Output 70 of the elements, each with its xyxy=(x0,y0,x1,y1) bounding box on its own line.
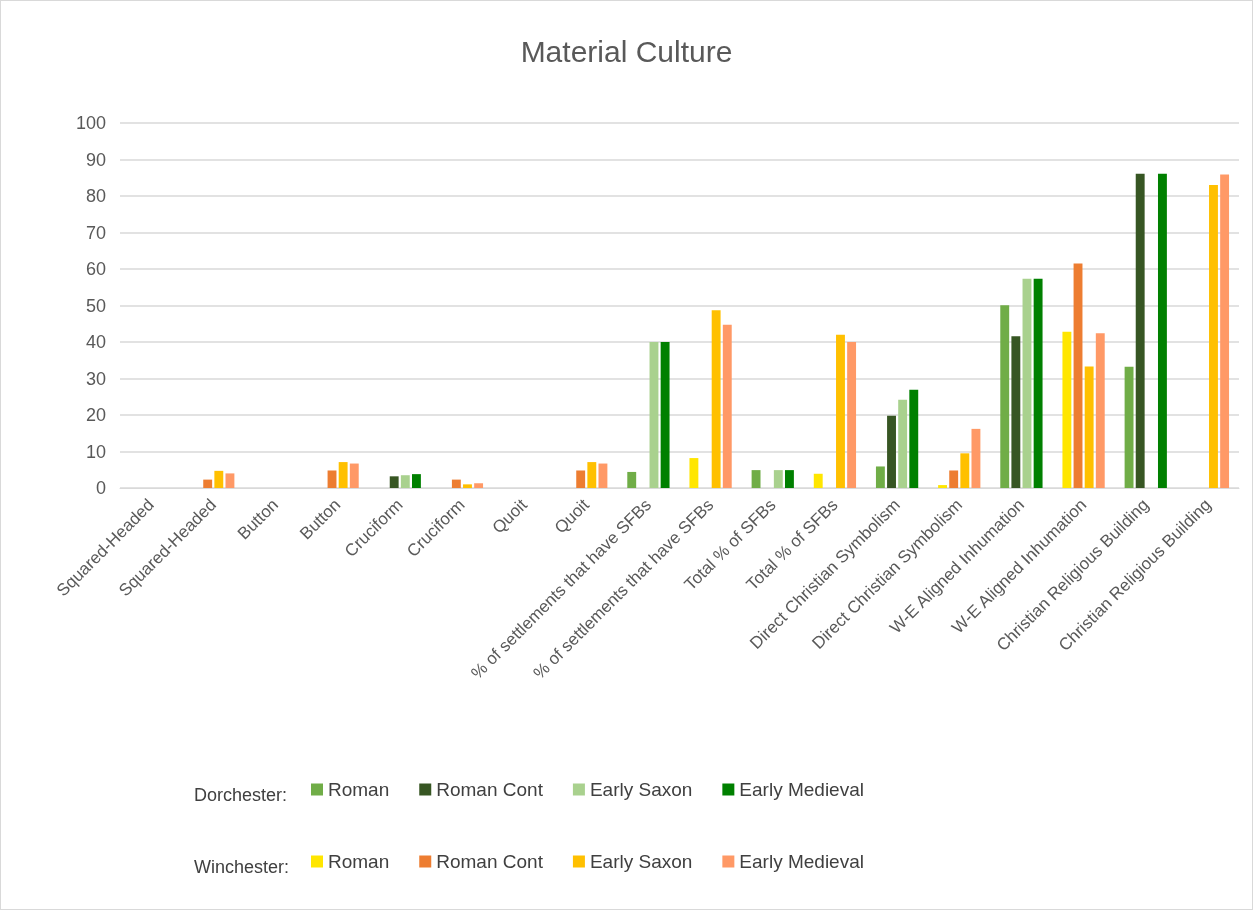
bar xyxy=(660,342,670,488)
bar xyxy=(451,479,461,488)
bar xyxy=(1084,366,1094,488)
text: Winchester: xyxy=(194,857,290,877)
bar xyxy=(214,470,224,488)
bar xyxy=(949,470,959,488)
bar xyxy=(689,458,699,488)
legend-label: Roman xyxy=(328,779,390,800)
bar xyxy=(898,399,908,488)
legend-label: Early Saxon xyxy=(589,779,693,800)
bar xyxy=(411,474,421,488)
bar xyxy=(875,466,885,488)
bar xyxy=(349,463,359,488)
legend-label: Roman xyxy=(328,851,390,872)
bar xyxy=(1095,333,1105,488)
bar xyxy=(1000,305,1010,488)
bar xyxy=(327,470,337,488)
bar xyxy=(813,473,823,488)
bar xyxy=(1124,366,1134,488)
y-tick-label: 50 xyxy=(85,295,106,316)
legend-label: Early Saxon xyxy=(589,851,693,872)
bar xyxy=(225,473,235,488)
y-tick-label: 40 xyxy=(85,332,106,352)
legend-label: Early Medieval xyxy=(739,779,864,800)
bar xyxy=(847,342,857,488)
legend-label: Early Medieval xyxy=(739,851,864,872)
y-tick-label: 100 xyxy=(75,113,106,133)
bar xyxy=(463,484,472,488)
bar xyxy=(751,470,761,488)
bar xyxy=(773,470,783,488)
bar xyxy=(598,463,608,488)
bar xyxy=(203,479,213,488)
bar xyxy=(576,470,586,488)
bar xyxy=(1220,174,1230,488)
bar xyxy=(784,470,794,488)
bar xyxy=(1157,173,1167,488)
bar xyxy=(909,389,919,488)
bar xyxy=(338,462,348,488)
legend-label: Roman Cont xyxy=(436,851,544,872)
bar xyxy=(474,483,484,488)
bar xyxy=(836,334,845,488)
y-tick-label: 30 xyxy=(85,368,106,389)
bar xyxy=(938,485,948,488)
bar xyxy=(1011,336,1021,488)
bar xyxy=(1209,185,1218,488)
bar xyxy=(1135,173,1145,488)
bar xyxy=(1033,278,1043,488)
y-tick-label: 90 xyxy=(85,149,106,170)
bar xyxy=(649,342,659,488)
chart-title: Material Culture xyxy=(520,34,733,68)
y-tick-label: 60 xyxy=(85,259,106,279)
bar xyxy=(400,475,410,488)
bar xyxy=(587,462,597,488)
bar xyxy=(722,324,732,488)
bar xyxy=(971,428,981,488)
bar xyxy=(711,310,721,488)
y-tick-label: 0 xyxy=(95,478,106,498)
bar xyxy=(1062,331,1072,488)
bar xyxy=(1022,278,1032,488)
bar xyxy=(887,415,896,488)
y-tick-label: 80 xyxy=(85,186,106,206)
legend-label: Roman Cont xyxy=(436,779,544,800)
bar xyxy=(1073,263,1083,488)
y-tick-label: 70 xyxy=(85,222,106,243)
text: Dorchester: xyxy=(194,785,288,805)
bar xyxy=(627,471,637,488)
y-tick-label: 10 xyxy=(85,441,106,462)
bar xyxy=(960,453,970,488)
y-tick-label: 20 xyxy=(85,405,106,425)
bar xyxy=(389,476,399,488)
